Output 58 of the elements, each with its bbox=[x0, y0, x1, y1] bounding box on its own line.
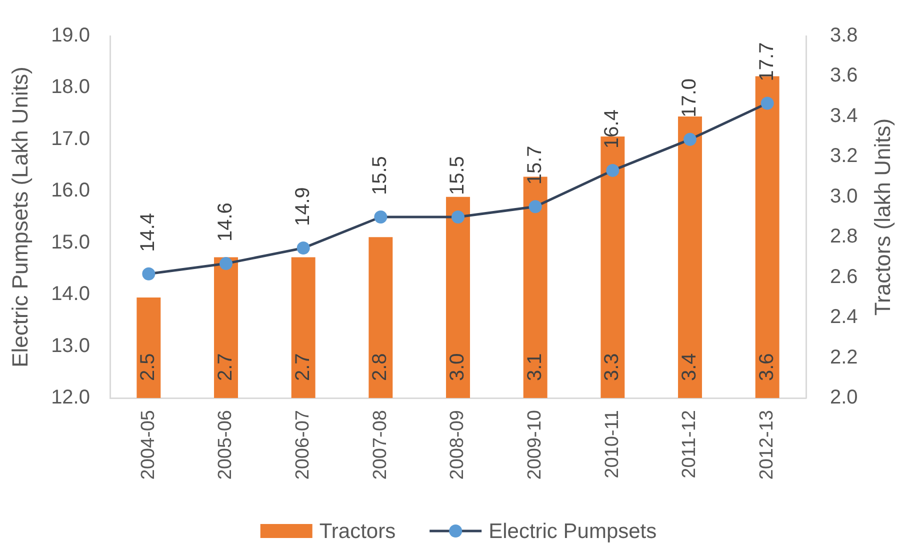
data-label: 2.7 bbox=[214, 353, 237, 381]
x-tick-label: 2007-08 bbox=[370, 410, 391, 480]
x-tick-label: 2005-06 bbox=[215, 410, 236, 480]
y2-tick-label: 3.4 bbox=[830, 104, 858, 127]
data-label: 15.5 bbox=[369, 156, 392, 195]
data-label: 3.0 bbox=[446, 353, 469, 381]
x-tick-label: 2011-12 bbox=[679, 410, 700, 478]
point bbox=[374, 210, 388, 224]
y-tick-label: 12.0 bbox=[51, 386, 90, 409]
x-tick-label: 2004-05 bbox=[138, 410, 159, 480]
y-tick-label: 15.0 bbox=[51, 231, 90, 254]
y2-tick-label: 2.6 bbox=[830, 266, 858, 288]
point bbox=[452, 210, 464, 224]
x-tick-label: 2010-11 bbox=[602, 410, 623, 478]
y-tick-label: 17.0 bbox=[51, 128, 90, 150]
legend-label: Tractors bbox=[319, 520, 396, 543]
y2-tick-label: 3.8 bbox=[830, 24, 858, 47]
point bbox=[220, 257, 232, 270]
y2-tick-label: 2.8 bbox=[830, 226, 858, 248]
data-label: 3.1 bbox=[524, 353, 546, 381]
y-tick-label: 13.0 bbox=[51, 334, 90, 357]
data-label: 17.0 bbox=[678, 78, 701, 118]
data-label: 14.4 bbox=[137, 212, 160, 252]
data-label: 2.7 bbox=[292, 353, 314, 381]
data-label: 15.7 bbox=[524, 146, 546, 185]
data-label: 17.7 bbox=[756, 42, 778, 82]
y-axis-title: Electric Pumpsets (Lakh Units) bbox=[7, 66, 32, 368]
y2-tick-label: 2.2 bbox=[830, 346, 858, 368]
y2-tick-label: 2.4 bbox=[830, 306, 858, 328]
data-label: 16.4 bbox=[601, 110, 624, 148]
data-label: 14.6 bbox=[214, 202, 237, 242]
y-tick-label: 19.0 bbox=[51, 24, 90, 47]
x-tick-label: 2009-10 bbox=[524, 410, 546, 480]
data-label: 2.5 bbox=[137, 353, 160, 381]
point bbox=[760, 96, 774, 110]
y2-tick-label: 3.0 bbox=[830, 185, 858, 208]
y2-axis-title: Tractors (lakh Units) bbox=[870, 118, 896, 316]
y2-tick-label: 3.6 bbox=[830, 64, 858, 87]
data-label: 14.9 bbox=[292, 187, 314, 226]
point bbox=[528, 200, 542, 214]
data-label: 2.8 bbox=[369, 353, 392, 381]
data-label: 3.4 bbox=[678, 353, 701, 381]
data-label: 3.3 bbox=[601, 353, 624, 381]
data-label: 15.5 bbox=[446, 156, 469, 195]
point bbox=[296, 242, 310, 255]
x-tick-label: 2012-13 bbox=[756, 410, 778, 480]
point bbox=[142, 267, 156, 280]
y2-tick-label: 3.2 bbox=[830, 145, 858, 168]
point bbox=[606, 164, 620, 177]
data-label: 3.6 bbox=[756, 353, 778, 381]
point bbox=[684, 132, 696, 146]
x-tick-label: 2006-07 bbox=[292, 410, 314, 480]
y2-tick-label: 2.0 bbox=[830, 386, 858, 409]
y-tick-label: 14.0 bbox=[51, 283, 90, 306]
legend-label: Electric Pumpsets bbox=[488, 520, 657, 543]
y-tick-label: 16.0 bbox=[51, 180, 90, 202]
y-tick-label: 18.0 bbox=[51, 76, 90, 98]
x-tick-label: 2008-09 bbox=[447, 410, 468, 480]
